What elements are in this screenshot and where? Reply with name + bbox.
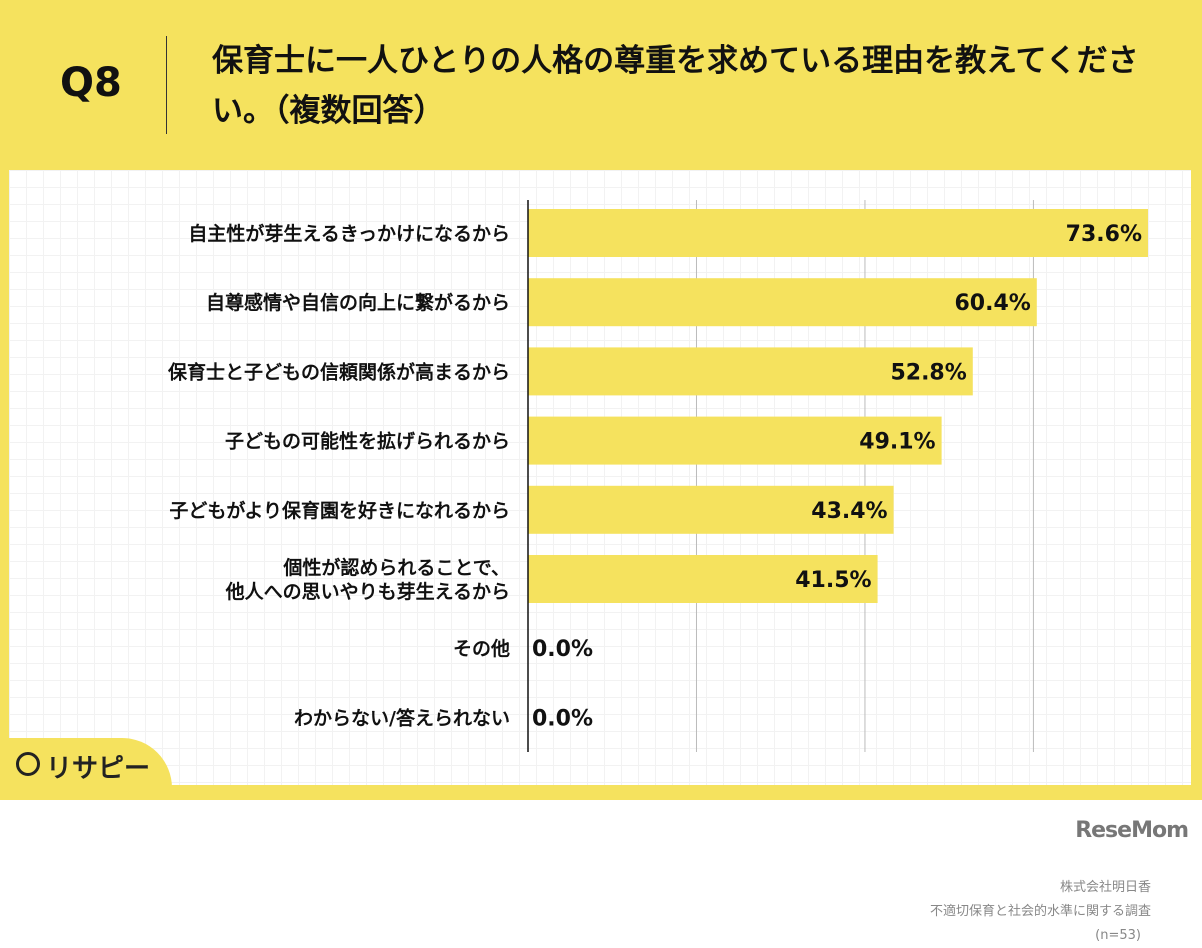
source-company: 株式会社明日香	[1059, 880, 1151, 895]
category-label: 保育士と子どもの信頼関係が高まるから	[167, 360, 510, 383]
bar	[528, 485, 894, 534]
pin-icon	[16, 752, 40, 776]
value-label: 41.5%	[795, 568, 871, 593]
brand-name: リサピー	[46, 754, 151, 784]
value-label: 43.4%	[811, 499, 887, 524]
bar	[528, 416, 942, 465]
bar-chart: 73.6% 自主性が芽生えるきっかけになるから 60.4% 自尊感情や自信の向上に繋が…	[167, 200, 1148, 752]
value-label: 49.1%	[859, 430, 935, 455]
divider	[166, 36, 167, 134]
value-label: 52.8%	[890, 360, 966, 385]
bar	[528, 347, 973, 396]
category-label: 個性が認められることで、	[282, 556, 510, 579]
survey-name: 不適切保育と社会的水準に関する調査	[929, 904, 1151, 919]
chart-title: 保育士に一人ひとりの人格の尊重を求めている理由を教えてください。（複数回答）	[212, 43, 1139, 129]
value-label: 0.0%	[532, 706, 593, 731]
bar	[528, 209, 1148, 257]
category-label: わからない/答えられない	[294, 706, 510, 729]
category-label: 他人への思いやりも芽生えるから	[225, 580, 510, 603]
bar	[528, 278, 1037, 327]
source-note: 株式会社明日香 不適切保育と社会的水準に関する調査 (n=53)	[930, 876, 1151, 948]
sample-size: (n=53)	[1095, 928, 1141, 943]
value-label: 0.0%	[532, 637, 593, 662]
question-number: Q8	[60, 60, 122, 106]
value-label: 73.6%	[1066, 222, 1142, 247]
category-label: 自尊感情や自信の向上に繋がるから	[206, 291, 510, 314]
bar	[528, 555, 878, 603]
category-label: 自主性が芽生えるきっかけになるから	[188, 222, 510, 245]
publisher-logo: ReseMom	[1075, 818, 1189, 843]
chart-panel: 73.6% 自主性が芽生えるきっかけになるから 60.4% 自尊感情や自信の向上に繋が…	[9, 170, 1191, 943]
category-label: その他	[453, 637, 510, 660]
category-label: 子どもの可能性を拡げられるから	[225, 430, 510, 453]
value-label: 60.4%	[954, 291, 1030, 316]
category-label: 子どもがより保育園を好きになれるから	[169, 499, 510, 522]
brand-logo: リサピー	[0, 738, 172, 800]
